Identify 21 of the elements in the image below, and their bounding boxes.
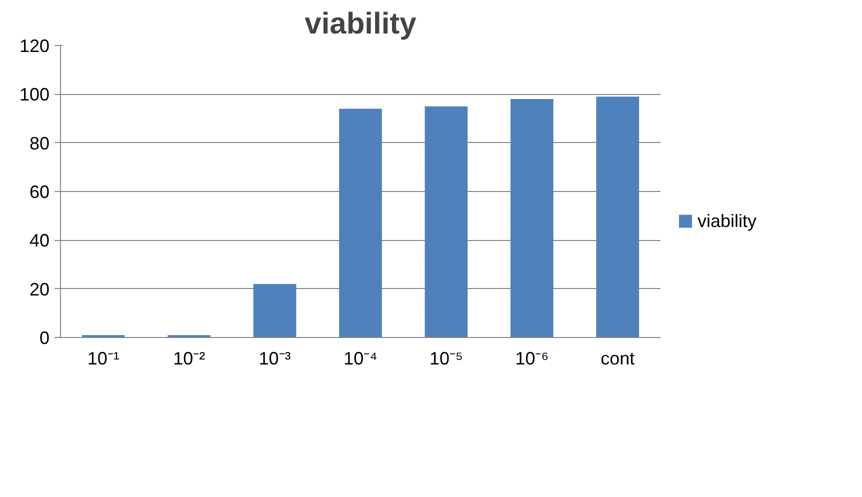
x-tick-label: 10⁻² — [173, 348, 206, 368]
y-tick-label: 60 — [29, 182, 50, 202]
x-tick-label: 10⁻⁶ — [515, 348, 549, 368]
x-tick-label: 10⁻³ — [258, 348, 291, 368]
x-tick-label: 10⁻¹ — [87, 348, 120, 368]
y-tick-label: 20 — [29, 279, 50, 300]
bar — [253, 284, 296, 338]
x-tick-label: 10⁻⁴ — [344, 348, 378, 368]
y-tick-label: 120 — [19, 36, 50, 56]
y-tick-label: 80 — [29, 133, 50, 154]
chart-title: viability — [304, 8, 417, 40]
bar — [339, 108, 382, 338]
bar — [510, 99, 554, 338]
y-tick-label: 0 — [39, 328, 50, 348]
bar — [596, 96, 640, 338]
x-tick-label: 10⁻⁵ — [429, 348, 463, 368]
legend-label: viability — [698, 211, 757, 232]
y-tick-label: 40 — [29, 230, 50, 251]
x-tick-label: cont — [600, 348, 635, 368]
bar — [424, 106, 468, 338]
y-tick-label: 100 — [19, 84, 50, 105]
